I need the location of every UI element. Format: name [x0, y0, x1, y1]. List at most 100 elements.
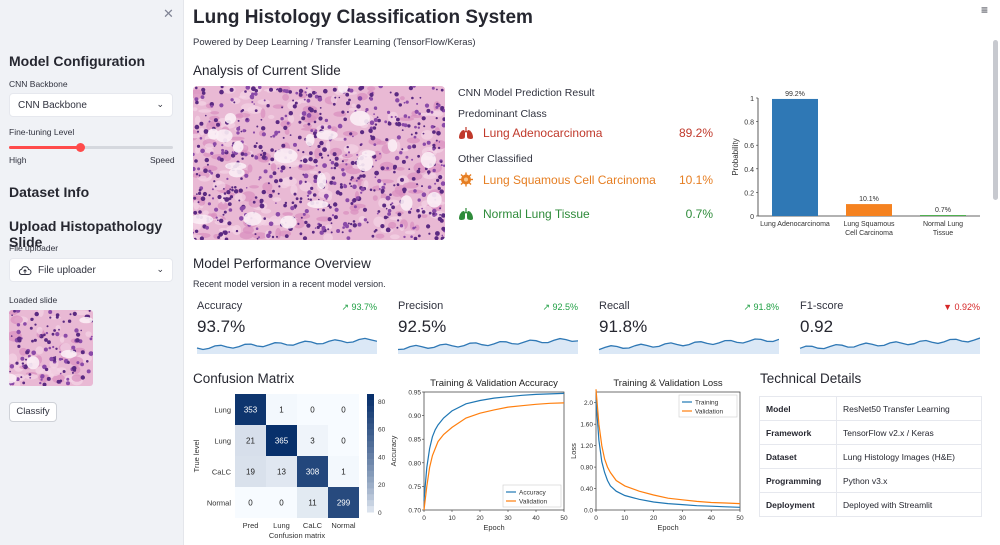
table-key: Dataset — [759, 444, 837, 469]
tissue-stroma — [395, 167, 405, 171]
tissue-stroma — [309, 170, 318, 174]
dataset-title: Dataset Info — [9, 184, 90, 200]
cell-nucleus — [349, 132, 353, 136]
cell-nucleus — [350, 176, 354, 180]
colorbar-segment — [367, 464, 374, 472]
row-label: Normal — [207, 499, 232, 508]
cell-nucleus — [205, 114, 207, 117]
classify-button[interactable]: Classify — [9, 402, 57, 422]
tissue-stroma — [390, 234, 400, 240]
cell-nucleus — [427, 185, 432, 189]
cell-nucleus — [374, 170, 379, 176]
cell-nucleus — [219, 232, 224, 237]
cell-nucleus — [324, 118, 329, 123]
finetune-slider[interactable] — [9, 143, 173, 152]
cell-nucleus — [258, 236, 260, 239]
cell-nucleus — [379, 152, 381, 155]
metric-value: 93.7% — [197, 317, 246, 336]
file-uploader[interactable]: File uploader ⌄ — [9, 258, 173, 282]
sparkline-area — [800, 338, 980, 354]
scrollbar[interactable] — [993, 40, 998, 200]
table-key: Deployment — [759, 492, 837, 517]
heatmap-cell — [297, 394, 328, 425]
cell-nucleus — [281, 106, 284, 109]
cell-nucleus — [426, 140, 431, 145]
cell-nucleus — [55, 315, 59, 319]
cell-nucleus — [280, 165, 286, 171]
gland-lumen — [224, 113, 237, 124]
cell-nucleus — [307, 198, 310, 200]
cell-value: 1 — [341, 468, 346, 477]
slider-handle[interactable] — [75, 143, 85, 152]
cell-nucleus — [360, 86, 364, 90]
cell-nucleus — [341, 231, 344, 234]
cell-nucleus — [270, 136, 272, 138]
y-tick-label: 0.40 — [580, 486, 593, 493]
gland-lumen — [420, 151, 436, 169]
cell-nucleus — [228, 208, 233, 212]
cell-nucleus — [193, 152, 195, 156]
tissue-stroma — [323, 233, 333, 240]
metric-label: Precision — [398, 300, 444, 312]
cell-nucleus — [288, 90, 292, 94]
close-icon[interactable]: ✕ — [163, 6, 174, 21]
cell-nucleus — [327, 228, 330, 231]
cell-nucleus — [380, 188, 385, 193]
cell-nucleus — [376, 116, 379, 119]
backbone-select[interactable]: CNN Backbone ⌄ — [9, 93, 173, 117]
colorbar-segment — [367, 423, 374, 430]
cell-nucleus — [275, 120, 280, 125]
cell-nucleus — [219, 218, 224, 223]
cell-nucleus — [195, 173, 199, 176]
cell-nucleus — [378, 86, 383, 89]
cell-nucleus — [80, 350, 85, 355]
cell-nucleus — [198, 174, 201, 177]
cell-nucleus — [284, 89, 289, 94]
cell-nucleus — [432, 208, 437, 214]
colorbar-segment — [367, 435, 374, 442]
cell-nucleus — [223, 197, 226, 200]
x-tick-label: 20 — [650, 515, 658, 522]
cell-nucleus — [372, 126, 377, 130]
loaded-slide-label: Loaded slide — [9, 295, 58, 305]
cell-nucleus — [317, 95, 320, 98]
cell-nucleus — [373, 143, 377, 146]
cell-nucleus — [345, 154, 348, 157]
cell-nucleus — [394, 155, 400, 161]
cell-nucleus — [332, 181, 335, 184]
cell-nucleus — [213, 118, 218, 123]
cell-nucleus — [313, 120, 317, 124]
cell-nucleus — [352, 135, 354, 138]
y-tick-label: 0.6 — [744, 143, 754, 150]
tissue-stroma — [338, 162, 353, 170]
cell-nucleus — [238, 199, 241, 202]
cell-nucleus — [48, 310, 53, 314]
cell-nucleus — [20, 356, 25, 361]
finetune-label: Fine-tuning Level — [9, 127, 75, 137]
cell-value: 365 — [275, 437, 289, 446]
colorbar-tick: 20 — [378, 482, 386, 489]
cell-nucleus — [76, 361, 80, 365]
cell-nucleus — [297, 135, 302, 140]
cell-nucleus — [417, 234, 421, 238]
cell-nucleus — [376, 212, 379, 215]
cell-nucleus — [280, 117, 284, 121]
cell-nucleus — [223, 188, 225, 190]
cell-nucleus — [397, 219, 400, 222]
menu-icon[interactable]: ≡ — [981, 3, 989, 17]
cell-nucleus — [439, 218, 444, 223]
cell-nucleus — [283, 125, 288, 130]
cell-nucleus — [435, 139, 438, 142]
cell-nucleus — [227, 197, 231, 201]
table-value: Deployed with Streamlit — [836, 492, 982, 517]
tissue-stroma — [389, 216, 403, 221]
cell-nucleus — [306, 94, 308, 96]
cell-nucleus — [284, 201, 288, 205]
cell-nucleus — [432, 143, 436, 147]
tissue-stroma — [268, 114, 275, 119]
cell-nucleus — [252, 200, 256, 204]
cell-nucleus — [10, 335, 13, 337]
cell-nucleus — [277, 192, 280, 195]
y-axis-label: Loss — [569, 443, 578, 459]
tissue-stroma — [299, 181, 313, 192]
